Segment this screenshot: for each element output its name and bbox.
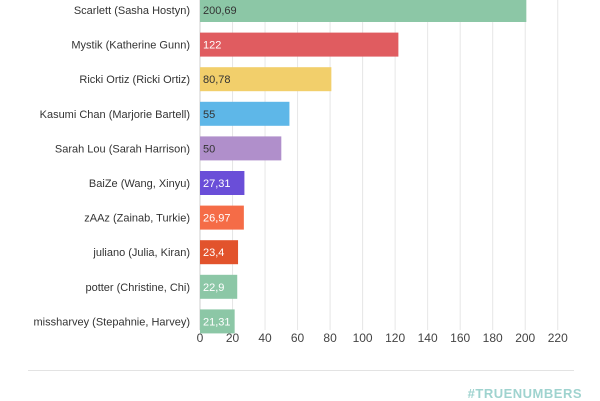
x-tick-label: 60 bbox=[291, 331, 305, 345]
bar-value-label: 122 bbox=[203, 40, 221, 52]
bar bbox=[200, 0, 527, 22]
x-tick-label: 120 bbox=[385, 331, 405, 345]
bar-value-label: 80,78 bbox=[203, 74, 231, 86]
bar bbox=[200, 32, 399, 57]
category-label: juliano (Julia, Kiran) bbox=[92, 247, 190, 259]
x-tick-label: 180 bbox=[483, 331, 503, 345]
bar-value-label: 55 bbox=[203, 109, 215, 121]
bar-value-label: 27,31 bbox=[203, 178, 231, 190]
bar-value-label: 200,69 bbox=[203, 5, 237, 17]
bar bbox=[200, 309, 235, 334]
bar bbox=[200, 240, 239, 265]
bars: Scarlett (Sasha Hostyn) 200,69 Mystik (Kat… bbox=[33, 0, 527, 334]
category-label: Ricki Ortiz (Ricki Ortiz) bbox=[79, 74, 190, 86]
x-tick-label: 40 bbox=[258, 331, 272, 345]
footer-divider bbox=[28, 370, 574, 371]
x-tick-label: 140 bbox=[418, 331, 438, 345]
x-tick-label: 80 bbox=[323, 331, 337, 345]
x-tick-label: 0 bbox=[197, 331, 204, 345]
category-label: potter (Christine, Chi) bbox=[85, 282, 190, 294]
category-label: missharvey (Stepahnie, Harvey) bbox=[33, 316, 190, 328]
bar bbox=[200, 205, 244, 230]
bar bbox=[200, 67, 332, 92]
x-tick-label: 20 bbox=[226, 331, 240, 345]
bar-value-label: 26,97 bbox=[203, 213, 231, 225]
category-label: Kasumi Chan (Marjorie Bartell) bbox=[40, 109, 190, 121]
category-label: Scarlett (Sasha Hostyn) bbox=[74, 5, 190, 17]
category-label: Mystik (Katherine Gunn) bbox=[71, 40, 190, 52]
x-tick-label: 160 bbox=[450, 331, 470, 345]
x-tick-label: 100 bbox=[353, 331, 373, 345]
x-tick-label: 200 bbox=[515, 331, 535, 345]
bar bbox=[200, 274, 238, 299]
category-label: BaiZe (Wang, Xinyu) bbox=[89, 178, 190, 190]
bar-value-label: 50 bbox=[203, 143, 215, 155]
bar-value-label: 23,4 bbox=[203, 247, 224, 259]
bar bbox=[200, 136, 282, 161]
bar-value-label: 21,31 bbox=[203, 316, 231, 328]
bar bbox=[200, 171, 245, 195]
brand-logo: #TRUENUMBERS bbox=[467, 386, 582, 401]
bar bbox=[200, 101, 290, 126]
x-axis-ticks: 0 20 40 60 80 100 120 140 160 180 200 220 bbox=[197, 331, 568, 345]
category-label: zAAz (Zainab, Turkie) bbox=[84, 213, 190, 225]
bar-value-label: 22,9 bbox=[203, 282, 224, 294]
x-tick-label: 220 bbox=[548, 331, 568, 345]
category-label: Sarah Lou (Sarah Harrison) bbox=[55, 143, 190, 155]
